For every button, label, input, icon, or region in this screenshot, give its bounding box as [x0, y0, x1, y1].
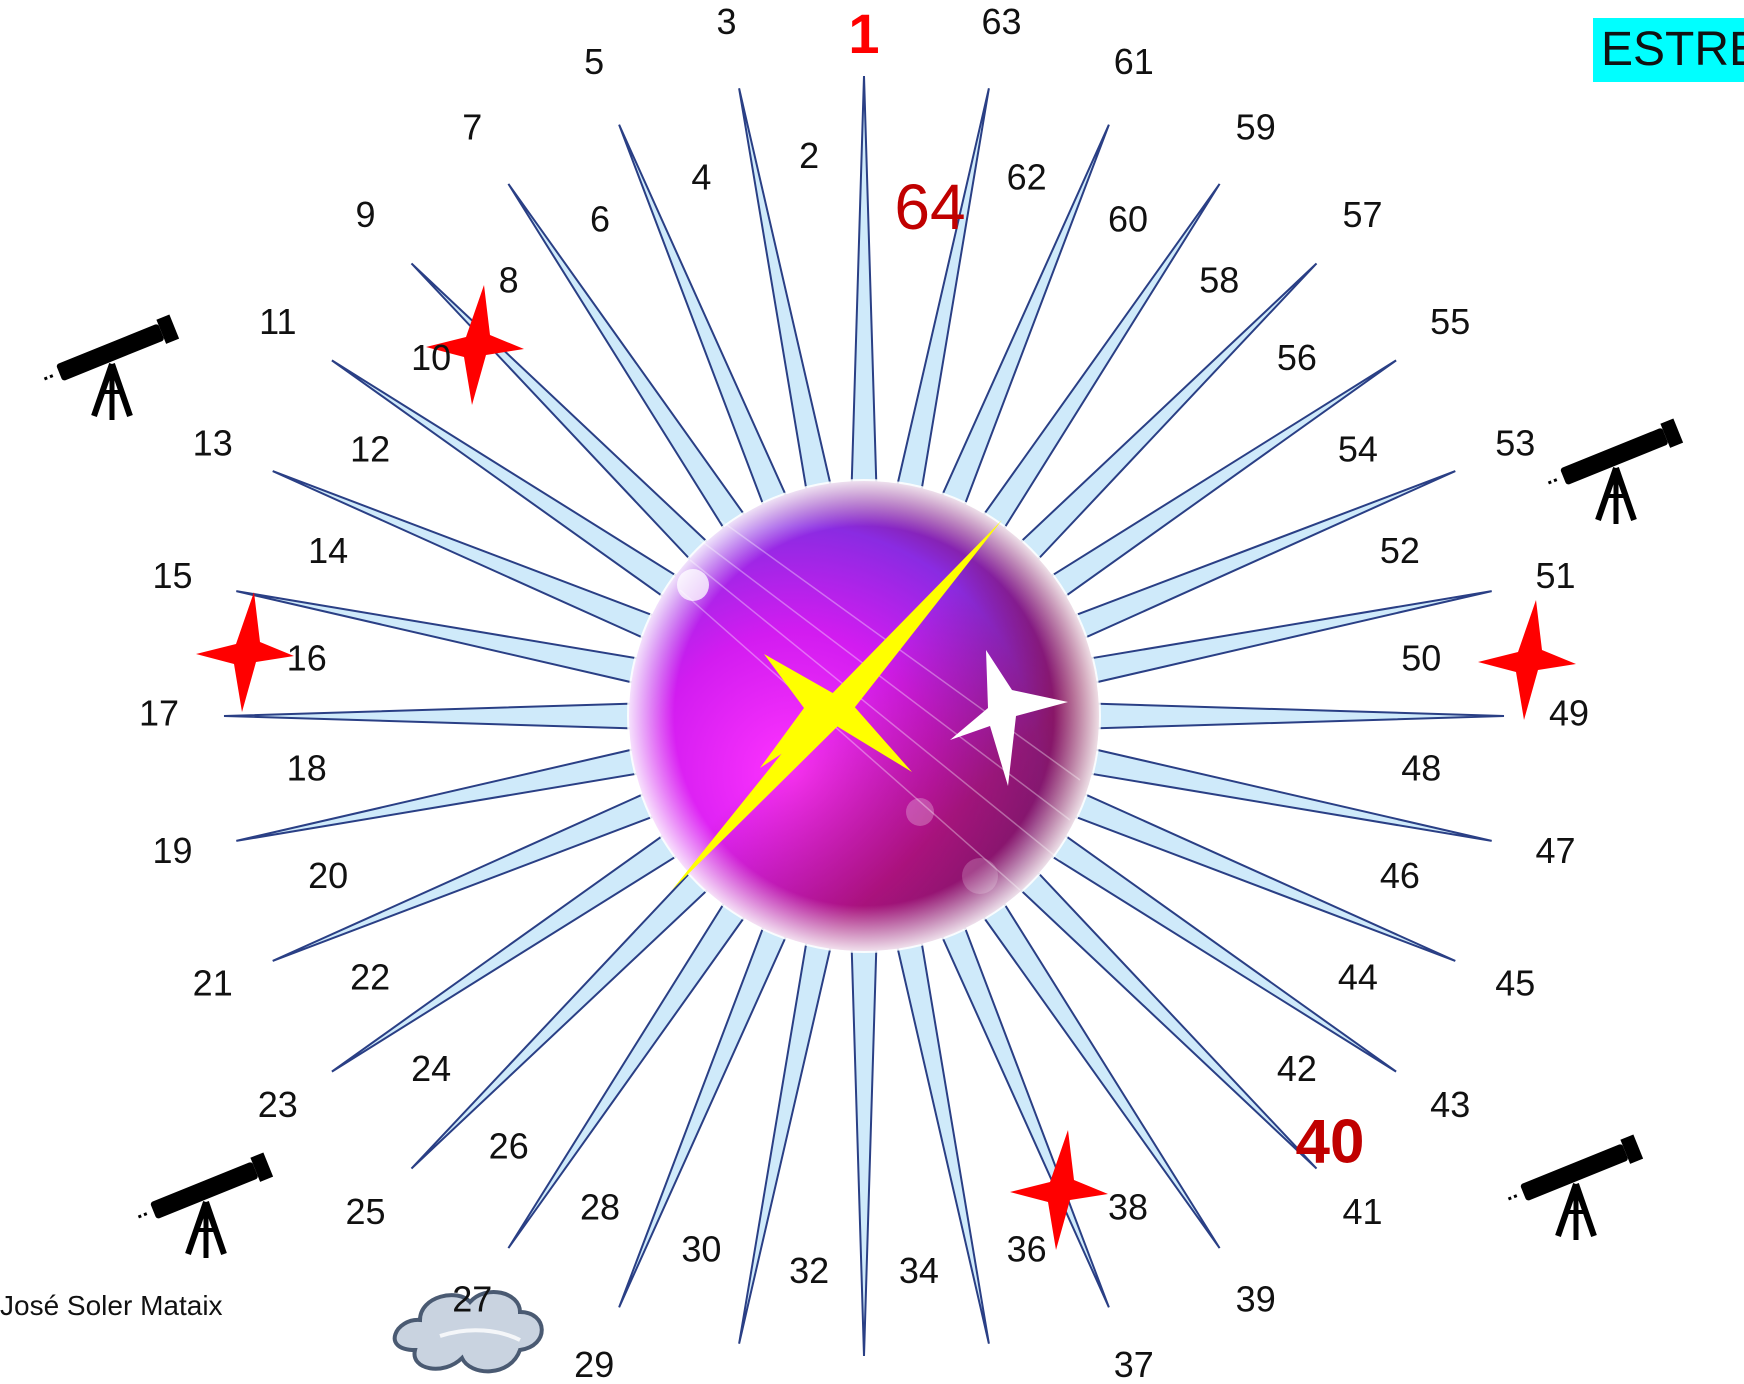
square-32: 32	[789, 1250, 829, 1291]
clock-hands-icon	[672, 520, 1002, 890]
star-spike	[849, 75, 879, 508]
red-star-icon	[426, 285, 524, 405]
square-50: 50	[1401, 638, 1441, 679]
square-13: 13	[193, 423, 233, 464]
white-sparkle-star-icon	[950, 650, 1068, 786]
square-11: 11	[259, 301, 296, 342]
square-36: 36	[1007, 1228, 1047, 1269]
square-2: 2	[799, 135, 819, 176]
square-43: 43	[1430, 1084, 1470, 1125]
square-15: 15	[152, 555, 192, 596]
square-20: 20	[308, 855, 348, 896]
square-25: 25	[345, 1191, 385, 1232]
square-9: 9	[355, 194, 375, 235]
red-star-icon	[1478, 600, 1576, 720]
red-star-icon	[1010, 1130, 1108, 1250]
square-10: 10	[411, 337, 451, 378]
square-29: 29	[574, 1344, 614, 1384]
square-17: 17	[139, 693, 179, 734]
square-48: 48	[1401, 747, 1441, 788]
square-23: 23	[258, 1084, 298, 1125]
square-6: 6	[590, 199, 610, 240]
square-56: 56	[1277, 337, 1317, 378]
square-39: 39	[1236, 1279, 1276, 1320]
square-1: 1	[848, 2, 879, 65]
square-27: 27	[452, 1279, 492, 1320]
telescope-icon	[1547, 418, 1684, 524]
square-18: 18	[287, 747, 327, 788]
title-badge: ESTRE	[1593, 18, 1744, 82]
square-26: 26	[489, 1125, 529, 1166]
square-8: 8	[499, 260, 519, 301]
square-22: 22	[350, 957, 390, 998]
square-40: 40	[1296, 1107, 1365, 1176]
square-51: 51	[1535, 555, 1575, 596]
square-24: 24	[411, 1048, 451, 1089]
square-28: 28	[580, 1186, 620, 1227]
red-star-icon	[196, 592, 294, 712]
star-spike	[1072, 701, 1505, 731]
star-spike	[849, 924, 879, 1357]
square-37: 37	[1114, 1344, 1154, 1384]
square-62: 62	[1007, 157, 1047, 198]
square-34: 34	[899, 1250, 939, 1291]
star-spike	[223, 701, 656, 731]
square-61: 61	[1114, 41, 1154, 82]
square-42: 42	[1277, 1048, 1317, 1089]
square-12: 12	[350, 429, 390, 470]
square-44: 44	[1338, 957, 1378, 998]
square-63: 63	[981, 1, 1021, 42]
square-3: 3	[716, 1, 736, 42]
square-5: 5	[584, 41, 604, 82]
square-59: 59	[1236, 106, 1276, 147]
square-16: 16	[287, 638, 327, 679]
square-46: 46	[1380, 855, 1420, 896]
square-19: 19	[152, 830, 192, 871]
telescope-icon	[43, 314, 180, 420]
square-54: 54	[1338, 429, 1378, 470]
square-53: 53	[1495, 423, 1535, 464]
square-52: 52	[1380, 530, 1420, 571]
square-49: 49	[1549, 693, 1589, 734]
square-55: 55	[1430, 301, 1470, 342]
telescope-icon	[137, 1152, 274, 1258]
square-58: 58	[1199, 260, 1239, 301]
square-14: 14	[308, 530, 348, 571]
author-credit: José Soler Mataix	[0, 1290, 223, 1321]
title-label: ESTRE	[1601, 23, 1744, 76]
telescope-icon	[1507, 1134, 1644, 1240]
square-21: 21	[193, 962, 233, 1003]
cloud-icon	[392, 1290, 544, 1374]
square-57: 57	[1342, 194, 1382, 235]
square-7: 7	[462, 106, 482, 147]
square-45: 45	[1495, 962, 1535, 1003]
square-47: 47	[1535, 830, 1575, 871]
square-41: 41	[1342, 1191, 1382, 1232]
square-38: 38	[1108, 1186, 1148, 1227]
center-orb	[627, 479, 1101, 953]
square-64: 64	[894, 171, 965, 243]
square-60: 60	[1108, 199, 1148, 240]
square-numbers: 1357911131517192123252729313335373941434…	[139, 1, 1589, 1384]
square-30: 30	[681, 1228, 721, 1269]
square-4: 4	[691, 157, 711, 198]
